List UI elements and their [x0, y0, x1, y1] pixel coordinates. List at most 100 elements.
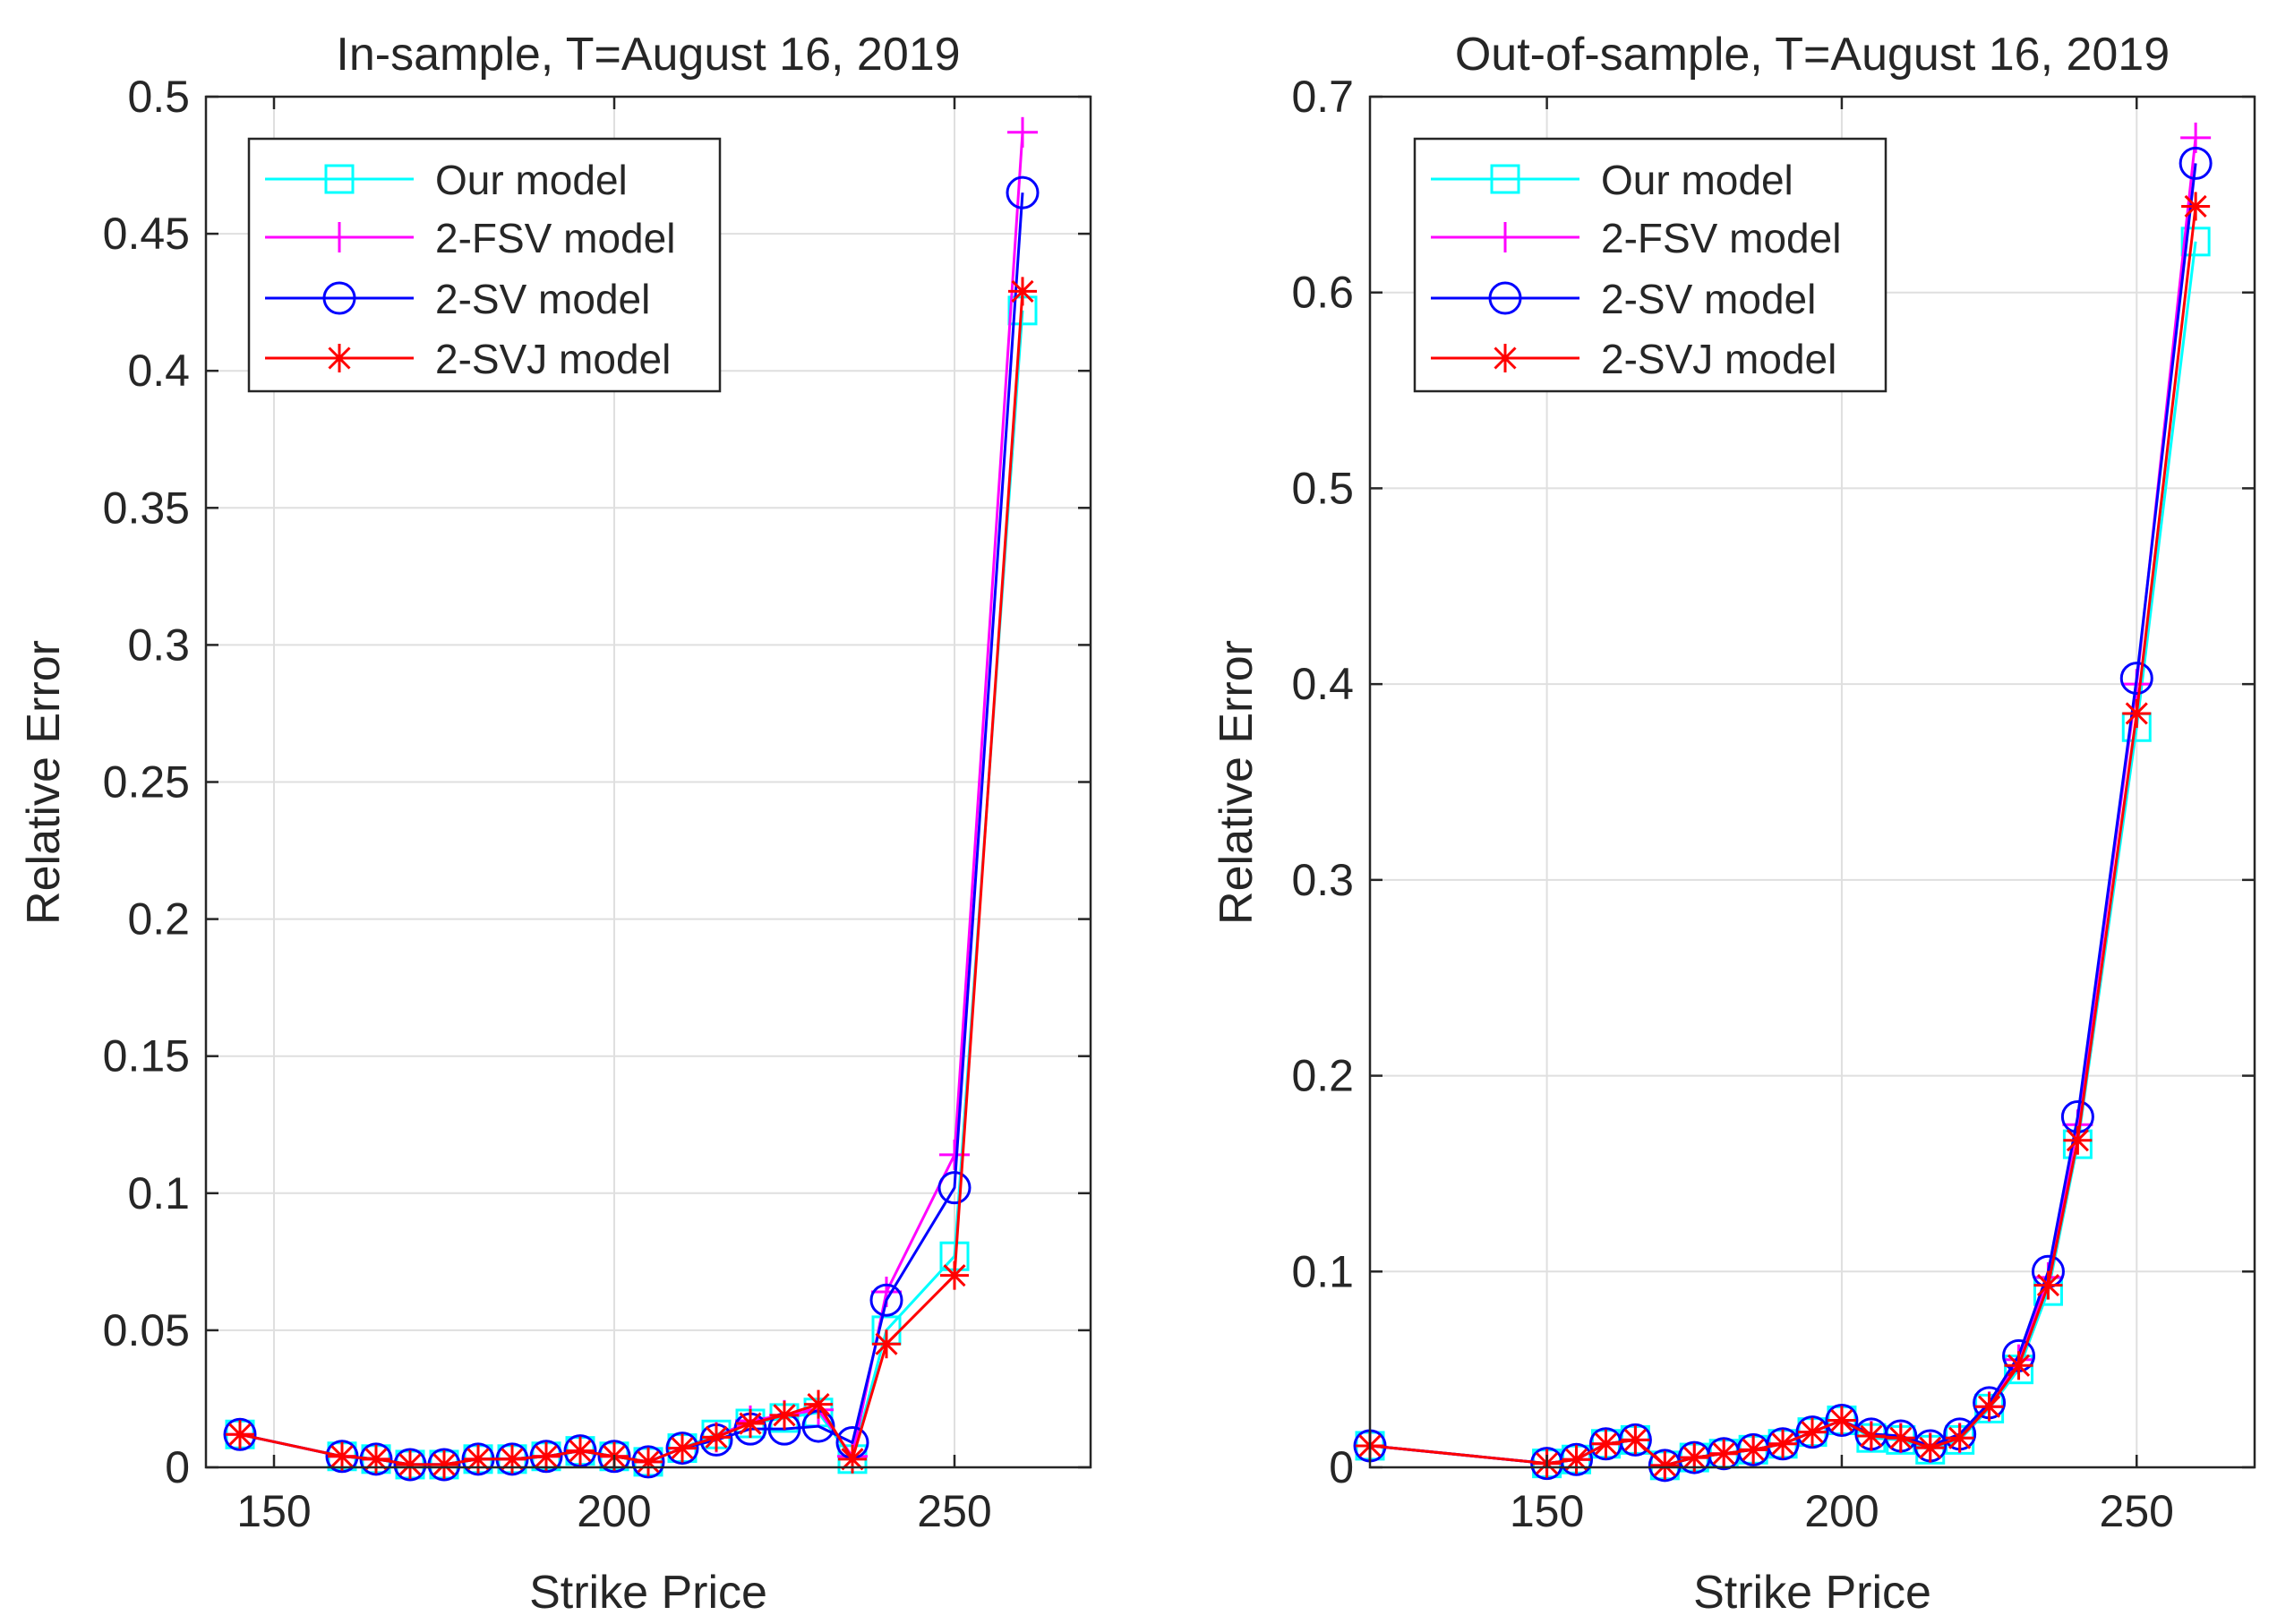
data-point — [838, 1444, 867, 1474]
legend-marker — [324, 164, 355, 194]
chart-out-of-sample: 150 200 250 0 0.1 0.2 0.3 0.4 0.5 0.6 0.7 Out-of-… — [1211, 29, 2256, 1619]
y-tick-label: 0.2 — [127, 894, 190, 944]
data-point — [328, 1441, 356, 1471]
y-tick-labels: 0 0.1 0.2 0.3 0.4 0.5 0.6 0.7 — [1291, 72, 1354, 1492]
series-2-svj-model — [226, 277, 1037, 1479]
x-tick-label: 250 — [917, 1486, 991, 1536]
legend-entry-2-fsv-model: 2-FSV model — [265, 215, 675, 261]
legend-box — [1413, 137, 1888, 393]
data-point — [464, 1444, 492, 1474]
y-tick-label: 0.3 — [1291, 855, 1354, 905]
data-point — [2004, 1351, 2033, 1380]
x-tick-label: 200 — [1804, 1486, 1879, 1536]
x-tick-labels: 150 200 250 — [1510, 1486, 2174, 1536]
data-point — [1739, 1435, 1768, 1465]
series-2-svj-model — [1356, 192, 2211, 1480]
legend-marker — [325, 344, 354, 372]
ticks — [206, 95, 1091, 1469]
series-line — [1369, 206, 2197, 1467]
legend-swatch — [1431, 222, 1579, 252]
legend-marker — [324, 222, 355, 252]
data-point — [1768, 1429, 1798, 1458]
data-point — [665, 1432, 699, 1466]
y-tick-label: 0.05 — [103, 1305, 190, 1355]
legend-swatch — [265, 164, 414, 194]
data-point — [1006, 175, 1040, 209]
x-tick-labels: 150 200 250 — [236, 1486, 991, 1536]
data-point — [804, 1389, 833, 1419]
data-point — [430, 1449, 458, 1479]
legend-entry-2-fsv-model: 2-FSV model — [1431, 215, 1841, 261]
data-point — [1766, 1427, 1800, 1461]
data-point — [2179, 146, 2213, 180]
data-point — [702, 1423, 731, 1452]
x-axis-label: Strike Price — [529, 1567, 767, 1619]
data-point — [1560, 1442, 1594, 1476]
data-point — [498, 1444, 526, 1474]
legend-label: 2-SV model — [435, 276, 650, 322]
legend-marker — [1490, 164, 1520, 194]
data-point — [1825, 1404, 1859, 1438]
legend-marker — [1490, 222, 1520, 252]
legend-entry-2-sv-model: 2-SV model — [265, 276, 650, 322]
data-point — [2033, 1270, 2063, 1300]
y-tick-label: 0.45 — [103, 209, 190, 259]
legend-label: Our model — [435, 157, 628, 203]
y-tick-label: 0.7 — [1291, 72, 1354, 122]
x-tick-label: 150 — [236, 1486, 311, 1536]
y-tick-label: 0.2 — [1291, 1051, 1354, 1101]
legend-swatch — [265, 281, 414, 315]
chart-in-sample: 150 200 250 00.050.10.150.20.250.30.350.40… — [18, 29, 1092, 1619]
chart-title: In-sample, T=August 16, 2019 — [336, 29, 960, 81]
y-tick-label: 0.15 — [103, 1031, 190, 1081]
data-point — [1621, 1425, 1650, 1455]
y-tick-label: 0.5 — [1291, 463, 1354, 513]
y-tick-label: 0.25 — [103, 757, 190, 808]
legend-label: 2-SV model — [1601, 276, 1816, 322]
data-point — [1886, 1423, 1915, 1453]
data-point — [2122, 698, 2152, 728]
data-point — [1008, 277, 1037, 306]
legend-swatch — [265, 222, 414, 252]
ticks — [1370, 95, 2255, 1469]
legend-entry-our-model: Our model — [1431, 157, 1793, 203]
data-point — [634, 1447, 663, 1476]
legend-marker — [1488, 281, 1522, 315]
data-point — [872, 1329, 901, 1359]
data-point — [1618, 1423, 1652, 1457]
series-layer — [1353, 122, 2213, 1483]
data-point — [1974, 1392, 2004, 1422]
data-point — [396, 1449, 424, 1479]
y-tick-labels: 0 0.05 0.1 0.15 0.2 0.25 0.3 0.35 0.4 0.45 0.5 — [103, 72, 190, 1492]
data-point — [1562, 1445, 1591, 1474]
y-tick-label: 0.4 — [1291, 659, 1354, 709]
axes-box — [1368, 95, 2256, 1469]
y-axis-label: Relative Error — [18, 640, 70, 925]
data-point — [563, 1434, 597, 1468]
data-point — [223, 1417, 257, 1451]
x-tick-label: 200 — [577, 1486, 651, 1536]
legend: Our model 2-FSV model 2-SV model 2-SVJ m… — [247, 137, 722, 393]
y-tick-label: 0.1 — [1291, 1246, 1354, 1296]
x-axis-label: Strike Price — [1693, 1567, 1931, 1619]
y-tick-label: 0.35 — [103, 483, 190, 533]
data-point — [1650, 1450, 1680, 1480]
legend-label: 2-FSV model — [1601, 215, 1841, 261]
data-point — [2180, 227, 2211, 257]
data-point — [2119, 662, 2153, 696]
legend-swatch — [1431, 281, 1579, 315]
legend-label: Our model — [1601, 157, 1793, 203]
legend-marker — [322, 281, 356, 315]
data-point — [940, 1261, 969, 1290]
y-tick-label: 0.1 — [127, 1168, 190, 1218]
data-point — [566, 1436, 595, 1466]
legend-label: 2-SVJ model — [435, 336, 671, 382]
y-tick-label: 0 — [165, 1442, 190, 1492]
data-point — [1591, 1429, 1621, 1458]
data-point — [597, 1440, 631, 1474]
legend-swatch — [1431, 164, 1579, 194]
data-point — [1827, 1406, 1856, 1435]
data-point — [1709, 1439, 1739, 1468]
data-point — [1915, 1433, 1945, 1463]
y-tick-label: 0.5 — [127, 72, 190, 122]
